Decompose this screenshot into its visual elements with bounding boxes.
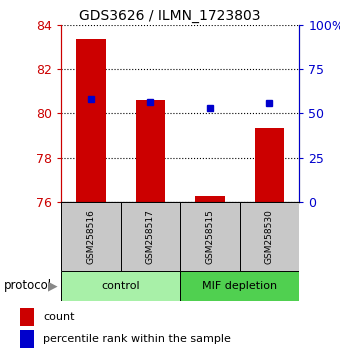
- Bar: [76, 39, 106, 202]
- Bar: [61, 202, 121, 271]
- Text: count: count: [43, 312, 74, 322]
- Bar: [20, 330, 34, 348]
- Text: GSM258516: GSM258516: [86, 209, 96, 264]
- Text: GSM258530: GSM258530: [265, 209, 274, 264]
- Text: GSM258515: GSM258515: [205, 209, 215, 264]
- Text: protocol: protocol: [3, 279, 52, 292]
- Bar: [121, 202, 180, 271]
- Bar: [195, 195, 225, 202]
- Bar: [180, 271, 299, 301]
- Bar: [180, 202, 240, 271]
- Text: control: control: [101, 281, 140, 291]
- Bar: [240, 202, 299, 271]
- Text: percentile rank within the sample: percentile rank within the sample: [43, 334, 231, 344]
- Text: GDS3626 / ILMN_1723803: GDS3626 / ILMN_1723803: [79, 9, 261, 23]
- Text: MIF depletion: MIF depletion: [202, 281, 277, 291]
- Bar: [255, 128, 284, 202]
- Bar: [20, 308, 34, 326]
- Bar: [61, 271, 180, 301]
- Bar: [136, 101, 165, 202]
- Text: GSM258517: GSM258517: [146, 209, 155, 264]
- Text: ▶: ▶: [48, 279, 57, 292]
